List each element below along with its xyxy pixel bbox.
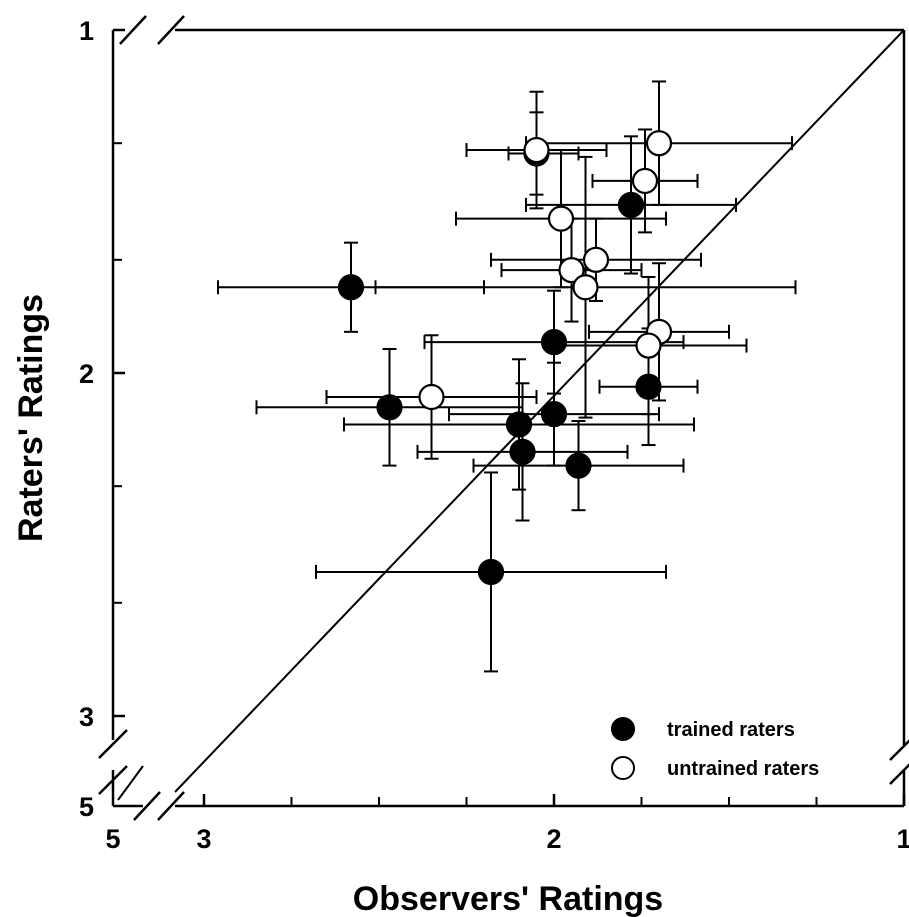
data-point — [582, 246, 610, 273]
data-point — [540, 401, 568, 428]
data-point — [505, 411, 533, 438]
data-point — [547, 205, 575, 232]
y-tick-label: 3 — [79, 702, 94, 732]
right-break-mark-1 — [889, 739, 909, 761]
data-point — [558, 257, 585, 284]
data-point — [645, 130, 673, 157]
legend-marker-trained — [611, 717, 635, 741]
bottom-break-mark-1 — [133, 791, 161, 821]
y-tick-label: 5 — [79, 792, 94, 822]
data-point — [477, 558, 505, 586]
identity-line-group — [117, 29, 905, 801]
data-point — [572, 274, 599, 301]
y-tick-label: 1 — [79, 16, 94, 46]
legend-label-trained: trained raters — [667, 719, 795, 741]
legend-label-untrained: untrained raters — [667, 758, 819, 780]
y-axis-title: Raters' Ratings — [12, 294, 50, 542]
y-tick-label: 2 — [79, 359, 94, 389]
left-break-mark-1 — [98, 729, 128, 759]
legend-marker-untrained — [611, 756, 635, 780]
legend: trained raters untrained raters — [611, 717, 819, 780]
x-tick-label: 3 — [196, 824, 211, 854]
bottom-break-mark-2 — [157, 791, 185, 821]
tick-labels: 5 3 2 1 1 2 3 5 — [79, 16, 909, 854]
top-break-mark-1 — [119, 15, 147, 45]
data-point — [635, 332, 662, 359]
data-point — [509, 438, 536, 465]
x-axis-title: Observers' Ratings — [353, 880, 663, 917]
data-points — [217, 80, 797, 673]
x-tick-label: 2 — [546, 824, 561, 854]
data-point — [337, 274, 365, 301]
x-tick-label: 5 — [105, 824, 120, 854]
data-point — [376, 394, 403, 421]
plot-frame — [98, 15, 909, 821]
data-point — [523, 136, 550, 164]
right-break-mark-2 — [889, 763, 909, 785]
axis-ticks — [113, 28, 906, 806]
data-point — [565, 452, 592, 479]
data-point — [631, 167, 659, 195]
data-point — [418, 383, 445, 411]
data-point — [617, 191, 645, 219]
identity-line — [174, 29, 905, 793]
series-untrained — [325, 80, 797, 460]
identity-line-tail — [117, 765, 144, 801]
left-break-mark-2 — [98, 765, 128, 795]
data-point — [540, 329, 568, 356]
x-tick-label: 1 — [896, 824, 909, 854]
top-break-mark-2 — [157, 15, 185, 45]
